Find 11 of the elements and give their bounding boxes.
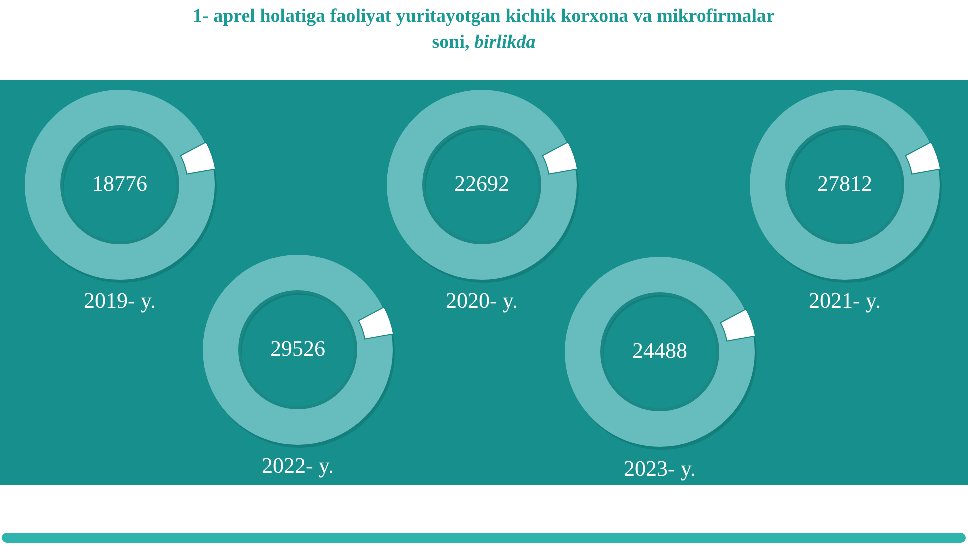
data-label: 29526 <box>270 336 326 361</box>
category-label: 2020- y. <box>446 288 518 313</box>
data-label: 18776 <box>92 170 148 196</box>
data-label: 27812 <box>818 170 872 196</box>
category-label: 2022- y. <box>262 452 334 478</box>
data-label: 22692 <box>454 170 510 196</box>
category-label: 2023- y. <box>624 456 696 481</box>
data-label: 24488 <box>632 338 688 363</box>
category-label: 2019- y. <box>84 288 156 313</box>
category-label: 2021- y. <box>809 288 881 313</box>
text: 1- aprel holatiga faoliyat yuritayotgan kichik korxona va mikrofirmalar soni, birlikda <box>192 5 776 55</box>
